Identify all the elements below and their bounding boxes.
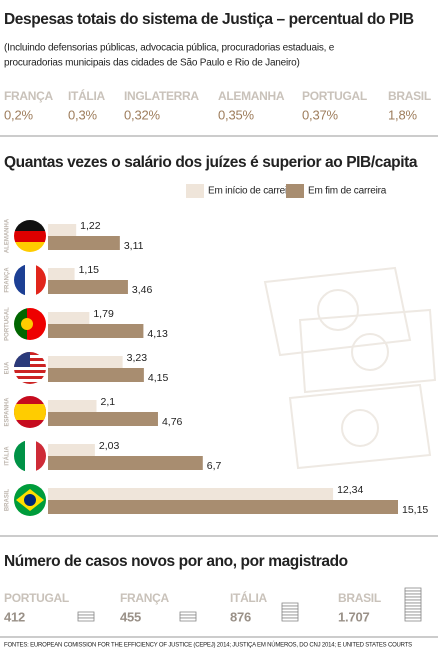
flag-usa bbox=[14, 352, 46, 384]
category-label: PORTUGAL bbox=[5, 307, 11, 341]
value-label: 12,34 bbox=[337, 484, 363, 496]
bar bbox=[48, 400, 97, 414]
bar bbox=[48, 368, 144, 382]
bar bbox=[48, 268, 75, 282]
value-label: 6,7 bbox=[207, 460, 222, 472]
value-label: 15,15 bbox=[402, 504, 428, 516]
country-label: PORTUGAL bbox=[4, 591, 69, 605]
expense-value: 0,2% bbox=[4, 107, 33, 122]
flag-france bbox=[14, 264, 46, 296]
bar bbox=[48, 356, 123, 370]
bar bbox=[48, 500, 398, 514]
legend-label: Em início de carreira bbox=[208, 186, 296, 197]
money-illustration bbox=[263, 266, 437, 470]
category-label: BRASIL bbox=[5, 489, 11, 512]
category-label: ITÁLIA bbox=[4, 446, 11, 466]
category-label: ESPANHA bbox=[5, 397, 11, 427]
expense-value: 0,3% bbox=[68, 107, 97, 122]
flag-spain bbox=[14, 396, 46, 428]
category-label: EUA bbox=[5, 361, 11, 374]
category-label: FRANÇA bbox=[5, 267, 11, 293]
country-label: PORTUGAL bbox=[302, 89, 367, 103]
legend-swatch bbox=[286, 184, 304, 198]
expense-value: 1,8% bbox=[388, 107, 417, 122]
value-label: 1,79 bbox=[93, 308, 114, 320]
bar bbox=[48, 312, 90, 326]
bar bbox=[48, 324, 144, 338]
value-label: 3,11 bbox=[124, 240, 144, 252]
chart-title: Quantas vezes o salário dos juízes é sup… bbox=[4, 154, 418, 171]
country-label: BRASIL bbox=[338, 591, 381, 605]
value-label: 4,15 bbox=[148, 372, 169, 384]
value-label: 4,13 bbox=[147, 328, 168, 340]
header-title: Despesas totais do sistema de Justiça – … bbox=[4, 11, 414, 28]
category-label: ALEMANHA bbox=[5, 218, 11, 253]
value-label: 2,1 bbox=[101, 396, 116, 408]
flag-portugal bbox=[14, 308, 46, 340]
subtitle: (Incluindo defensorias públicas, advocac… bbox=[4, 43, 335, 54]
flag-italy bbox=[14, 440, 46, 472]
legend-label: Em fim de carreira bbox=[308, 186, 387, 197]
expense-value: 0,32% bbox=[124, 107, 161, 122]
cases-value: 1.707 bbox=[338, 609, 370, 624]
cases-title: Número de casos novos por ano, por magis… bbox=[4, 553, 348, 570]
country-label: ALEMANHA bbox=[218, 89, 285, 103]
country-label: ITÁLIA bbox=[230, 590, 267, 605]
value-label: 2,03 bbox=[99, 440, 120, 452]
paper-stacks bbox=[77, 587, 422, 622]
value-label: 1,15 bbox=[79, 264, 100, 276]
country-label: INGLATERRA bbox=[124, 89, 199, 103]
value-label: 4,76 bbox=[162, 416, 183, 428]
flag-brazil bbox=[14, 484, 46, 516]
bar bbox=[48, 488, 334, 502]
country-label: ITÁLIA bbox=[68, 88, 105, 103]
value-label: 3,46 bbox=[132, 284, 153, 296]
country-label: FRANÇA bbox=[4, 89, 53, 103]
legend-swatch bbox=[186, 184, 204, 198]
bar bbox=[48, 236, 120, 250]
expense-value: 0,37% bbox=[302, 107, 339, 122]
source: FONTES: EUROPEAN COMISSION FOR THE EFFIC… bbox=[4, 642, 412, 649]
bar bbox=[48, 224, 77, 238]
bar bbox=[48, 412, 158, 426]
expense-value: 0,35% bbox=[218, 107, 255, 122]
cases-value: 876 bbox=[230, 609, 251, 624]
value-label: 3,23 bbox=[127, 352, 148, 364]
bar bbox=[48, 444, 95, 458]
country-label: FRANÇA bbox=[120, 591, 169, 605]
flag-germany bbox=[14, 220, 46, 252]
bar bbox=[48, 456, 203, 470]
cases-value: 455 bbox=[120, 609, 141, 624]
value-label: 1,22 bbox=[80, 220, 101, 232]
country-label: BRASIL bbox=[388, 89, 431, 103]
bar bbox=[48, 280, 128, 294]
subtitle: procuradorias municipais das cidades de … bbox=[4, 58, 300, 69]
cases-value: 412 bbox=[4, 609, 25, 624]
